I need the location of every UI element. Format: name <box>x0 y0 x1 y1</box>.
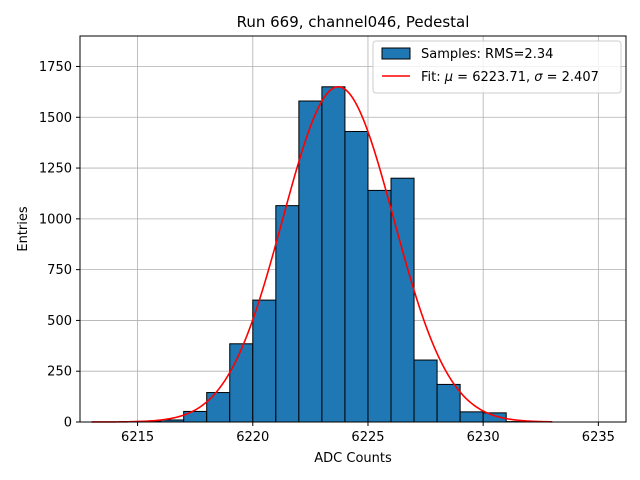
histogram-bar <box>367 189 392 423</box>
histogram-bar <box>390 177 415 423</box>
legend-box <box>372 40 622 94</box>
fit-curve <box>91 86 553 423</box>
histogram-bar <box>275 205 300 423</box>
y-tick-label: 250 <box>47 365 72 380</box>
legend-label-fit: Fit: μ = 6223.71, σ = 2.407 <box>421 70 599 85</box>
histogram-bar <box>229 343 254 423</box>
y-tick-label: 1250 <box>39 162 72 177</box>
histogram-bar <box>344 130 369 423</box>
y-axis-label: Entries <box>16 206 31 252</box>
x-axis-label: ADC Counts <box>314 451 392 466</box>
x-tick-label: 6220 <box>236 430 269 445</box>
histogram-bar <box>252 299 277 423</box>
legend-label-samples: Samples: RMS=2.34 <box>421 47 553 62</box>
plot-frame <box>79 35 627 423</box>
histogram-bar <box>321 86 346 423</box>
y-tick-label: 0 <box>64 416 72 431</box>
chart-title: Run 669, channel046, Pedestal <box>237 13 470 31</box>
histogram-bar <box>459 411 484 423</box>
y-tick-label: 1750 <box>39 60 72 75</box>
histogram-bar <box>206 392 231 423</box>
legend-patch-samples <box>381 47 411 60</box>
axis-ticks: 6215 6220 6225 6230 6235 0 250 500 750 1000 1250 15… <box>39 60 615 445</box>
y-tick-label: 1000 <box>39 212 72 227</box>
x-tick-label: 6225 <box>351 430 384 445</box>
y-tick-label: 750 <box>47 263 72 278</box>
legend: Samples: RMS=2.34 Fit: μ = 6223.71, σ = … <box>372 40 622 94</box>
y-tick-label: 500 <box>47 314 72 329</box>
histogram-bar <box>413 359 438 423</box>
x-tick-label: 6215 <box>121 430 154 445</box>
x-tick-label: 6230 <box>467 430 500 445</box>
histogram-bar <box>436 383 461 423</box>
y-tick-label: 1500 <box>39 111 72 126</box>
x-tick-label: 6235 <box>582 430 615 445</box>
